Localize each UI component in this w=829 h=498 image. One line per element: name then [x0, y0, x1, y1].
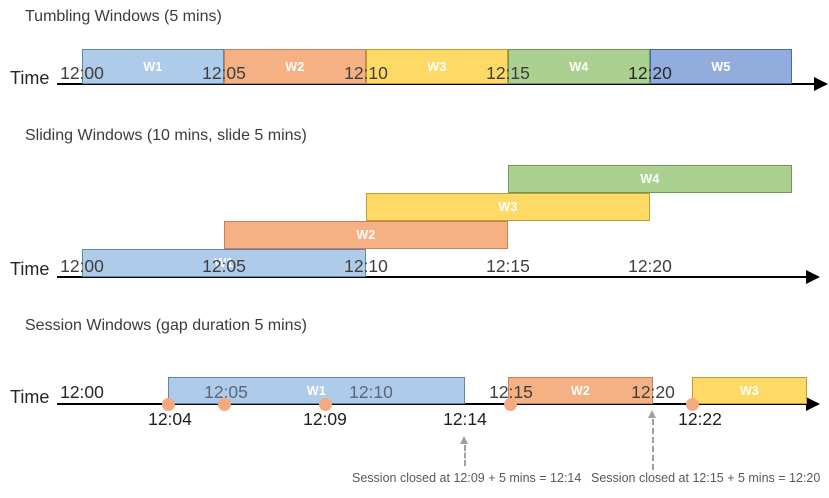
event-dot [504, 398, 517, 411]
window-label: W2 [570, 383, 591, 398]
tumbling-window-w4: W4 [508, 49, 650, 84]
session-note: Session closed at 12:09 + 5 mins = 12:14 [352, 471, 582, 485]
session-time-axis [57, 403, 806, 405]
annotation-arrow-icon [460, 436, 468, 444]
tumbling-time-axis [57, 83, 814, 85]
window-label: W2 [285, 59, 305, 74]
tick-label: 12:15 [486, 256, 530, 276]
tick-label: 12:15 [489, 382, 533, 402]
sliding-window-w1: W1 [82, 249, 366, 277]
tumbling-time-label: Time [10, 68, 50, 88]
session-window-w2: W2 [508, 377, 653, 404]
event-time-label: 12:14 [443, 409, 487, 429]
tick-label: 12:10 [344, 63, 388, 83]
tumbling-window-w2: W2 [224, 49, 366, 84]
tick-label: 12:15 [486, 63, 530, 83]
event-time-label: 12:04 [148, 409, 192, 429]
sliding-time-label: Time [10, 259, 50, 279]
window-label: W3 [739, 383, 760, 398]
tumbling-window-w5: W5 [650, 49, 792, 84]
sliding-axis-arrow-icon [806, 270, 820, 284]
tick-label: 12:20 [628, 256, 672, 276]
event-dot [686, 398, 699, 411]
window-label: W3 [498, 200, 518, 214]
tumbling-axis-arrow-icon [814, 77, 828, 91]
window-label: W4 [640, 172, 660, 186]
event-time-label: 12:22 [678, 409, 722, 429]
tick-label: 12:20 [631, 382, 675, 402]
tick-label: 12:00 [60, 63, 104, 83]
session-axis-arrow-icon [806, 397, 820, 411]
event-dot [319, 398, 332, 411]
annotation-arrow-line [464, 445, 466, 466]
sliding-window-w3: W3 [366, 193, 650, 221]
tick-label: 12:00 [60, 256, 104, 276]
window-label: W1 [143, 59, 163, 74]
session-time-label: Time [10, 387, 50, 407]
tick-label: 12:05 [204, 382, 248, 402]
event-dot [162, 398, 175, 411]
window-label: W4 [569, 59, 589, 74]
session-title: Session Windows (gap duration 5 mins) [25, 317, 307, 334]
session-window-w3: W3 [692, 377, 807, 404]
sliding-title: Sliding Windows (10 mins, slide 5 mins) [25, 127, 307, 144]
tumbling-title: Tumbling Windows (5 mins) [25, 8, 222, 25]
session-note: Session closed at 12:15 + 5 mins = 12:20 [591, 471, 821, 485]
tick-label: 12:10 [349, 382, 393, 402]
window-label: W1 [214, 256, 234, 270]
sliding-window-w4: W4 [508, 165, 792, 193]
tick-label: 12:00 [60, 382, 104, 402]
event-dot [218, 398, 231, 411]
window-label: W2 [356, 228, 376, 242]
tick-label: 12:05 [202, 63, 246, 83]
sliding-time-axis [57, 276, 806, 278]
tick-label: 12:10 [344, 256, 388, 276]
window-label: W3 [427, 59, 447, 74]
event-time-label: 12:09 [303, 409, 347, 429]
annotation-arrow-icon [648, 410, 656, 418]
session-window-w1: W1 [168, 377, 465, 404]
tumbling-window-w3: W3 [366, 49, 508, 84]
tick-label: 12:20 [628, 63, 672, 83]
annotation-arrow-line [652, 419, 654, 470]
tumbling-window-w1: W1 [82, 49, 224, 84]
tick-label: 12:05 [202, 256, 246, 276]
window-label: W1 [306, 383, 327, 398]
sliding-window-w2: W2 [224, 221, 508, 249]
window-label: W5 [711, 59, 731, 74]
